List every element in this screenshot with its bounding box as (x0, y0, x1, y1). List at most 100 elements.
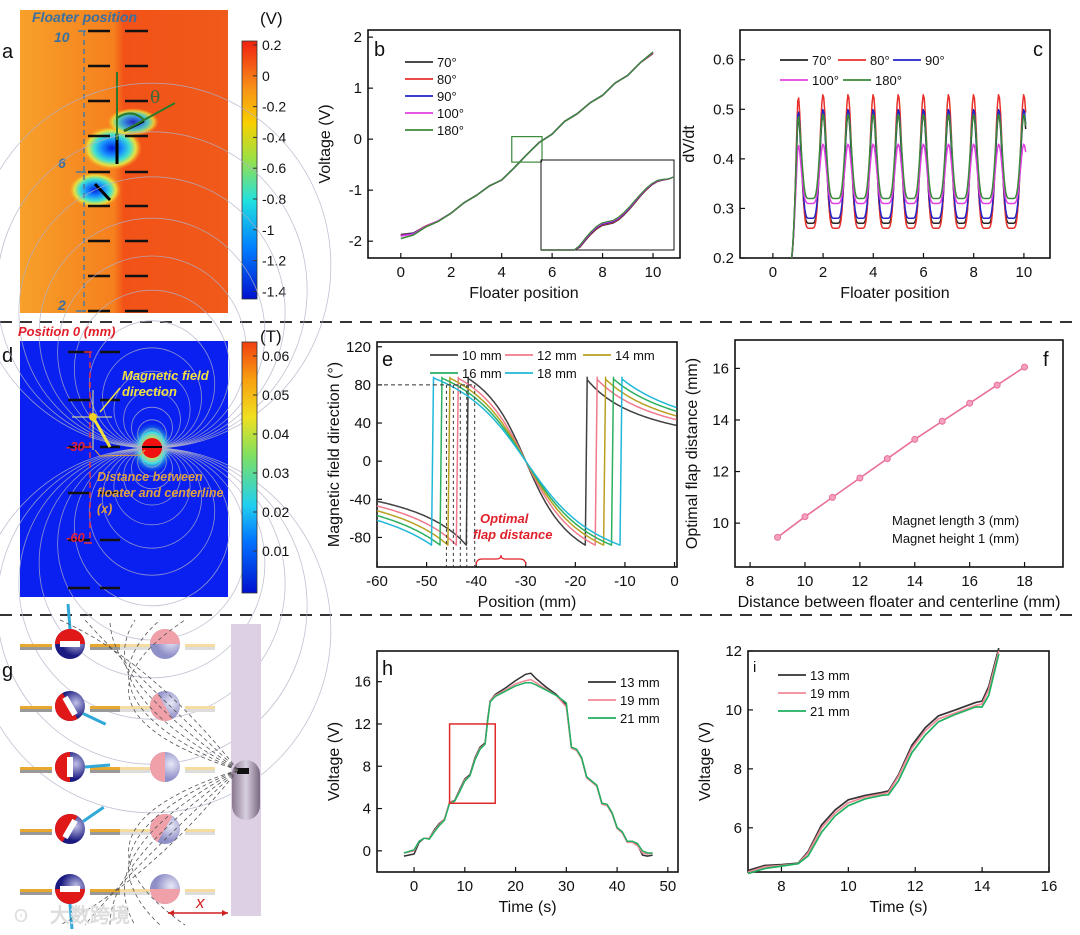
floater-ball-ghost-half (150, 629, 180, 644)
series-optimal-flap-distance (777, 366, 1026, 538)
legend-label: 14 mm (615, 348, 655, 363)
panel-label-c: c (1033, 39, 1043, 61)
y-tick-label: 8 (363, 758, 371, 775)
colorbar-field-ticks: 0.06 0.05 0.04 0.03 0.02 0.01 (253, 348, 289, 559)
y-tick-label: 40 (354, 415, 371, 432)
electrode-bar (120, 767, 150, 770)
series-80° (790, 94, 1027, 259)
y-tick-label: 0.3 (713, 200, 734, 217)
electrode-base (20, 709, 52, 712)
data-point (774, 533, 782, 541)
x-tick-label: 4 (869, 264, 877, 281)
legend-label: 90° (925, 53, 945, 68)
series-180° (400, 51, 654, 240)
x-tick-label: 50 (660, 878, 677, 895)
x-tick-label: -40 (465, 573, 487, 590)
flap (82, 806, 105, 823)
y-tick-label: 0.5 (713, 101, 734, 118)
colorbar-field (241, 341, 258, 594)
position-zero-title: Position 0 (mm) (18, 324, 116, 339)
angle-arc (116, 112, 145, 121)
y-tick-label: 0 (363, 843, 371, 860)
electrode-bar (120, 706, 150, 709)
electrode-base (120, 832, 150, 835)
field-line (124, 769, 239, 926)
x-tick-label: 16 (961, 573, 978, 590)
zoom-region-box (448, 723, 497, 805)
field-line (109, 769, 239, 926)
colorbar-unit-v: (V) (260, 9, 283, 28)
y-tick-label: -80 (349, 529, 371, 546)
electrode-bar (20, 767, 52, 770)
colorbar-tick-label: 0.2 (262, 37, 282, 53)
electrode-bar (20, 889, 52, 892)
floater-ball-ghost-half (150, 814, 173, 842)
field-line (128, 619, 239, 771)
x-axis-label: Floater position (469, 285, 578, 302)
plot-frame (376, 341, 678, 568)
x-tick-label: 8 (777, 878, 785, 895)
series-100° (790, 143, 1027, 259)
legend-label: 80° (870, 53, 890, 68)
electrode-base (20, 770, 52, 773)
electrode-base (90, 709, 120, 712)
optimal-flap-annotation-2: flap distance (473, 527, 552, 542)
position-label-6: 6 (58, 155, 66, 171)
data-point (856, 474, 864, 482)
y-tick-label: 0.2 (713, 250, 734, 267)
electrode-bar (20, 706, 52, 709)
legend-label: 13 mm (810, 668, 850, 683)
colorbar-unit-t: (T) (260, 327, 282, 346)
electrode-base (90, 770, 120, 773)
x-tick-label: 0 (397, 264, 405, 281)
electrode-base (120, 647, 150, 650)
colorbar-tick-label: -0.2 (262, 99, 286, 115)
legend-label: 19 mm (810, 686, 850, 701)
series-180° (790, 113, 1027, 259)
electrode-base (90, 892, 120, 895)
position-label-10: 10 (54, 29, 70, 45)
x-axis-label: Position (mm) (478, 594, 577, 611)
panel-label-g: g (2, 660, 13, 682)
electrode-bar (185, 706, 215, 709)
legend-label: 21 mm (620, 711, 660, 726)
y-tick-label: 10 (712, 515, 729, 532)
y-tick-label: 8 (734, 761, 742, 778)
y-tick-label: 12 (725, 643, 742, 660)
electrode-bar (90, 644, 120, 647)
angle-theta: θ (150, 88, 160, 108)
field-line (84, 619, 239, 771)
series-13 mm (747, 647, 1000, 872)
electrode-base (185, 647, 215, 650)
field-line (109, 619, 239, 771)
plot-frame (367, 29, 681, 259)
y-tick-label: 4 (363, 801, 371, 818)
floater-ball-half (55, 889, 85, 904)
floater-magnet (67, 757, 73, 777)
y-tick-label: 12 (354, 716, 371, 733)
legend-label: 19 mm (620, 693, 660, 708)
y-tick-label: 6 (734, 820, 742, 837)
watermark: 大数跨境 (50, 903, 130, 927)
colorbar-tick-label: 0.01 (262, 543, 289, 559)
x-tick-label: 18 (1016, 573, 1033, 590)
zoom-region-box (511, 136, 543, 163)
field-line (59, 769, 239, 926)
position-label-minus60: -60 (66, 530, 86, 545)
chart-c: 0 2 4 6 8 10 0.2 0.3 0.4 0.5 0.6 Floater position dV… (681, 29, 1051, 302)
electrode-base (90, 647, 120, 650)
field-line (128, 619, 239, 771)
electrode-bar (90, 829, 120, 832)
legend-label: 16 mm (462, 366, 502, 381)
x-axis-label: Distance between floater and centerline … (738, 594, 1061, 611)
electrode-bar (120, 644, 150, 647)
data-point (938, 417, 946, 425)
x-tick-label: 0 (670, 573, 678, 590)
electrode-bar (90, 767, 120, 770)
electrode-bar (185, 889, 215, 892)
inset-connector (540, 159, 543, 163)
data-point (828, 493, 836, 501)
x-tick-label: 2 (819, 264, 827, 281)
panel-d-magnetic-field-map: d Position 0 (mm) -30 -60 Magnetic field… (0, 82, 332, 814)
field-direction-label-2: direction (122, 384, 177, 399)
